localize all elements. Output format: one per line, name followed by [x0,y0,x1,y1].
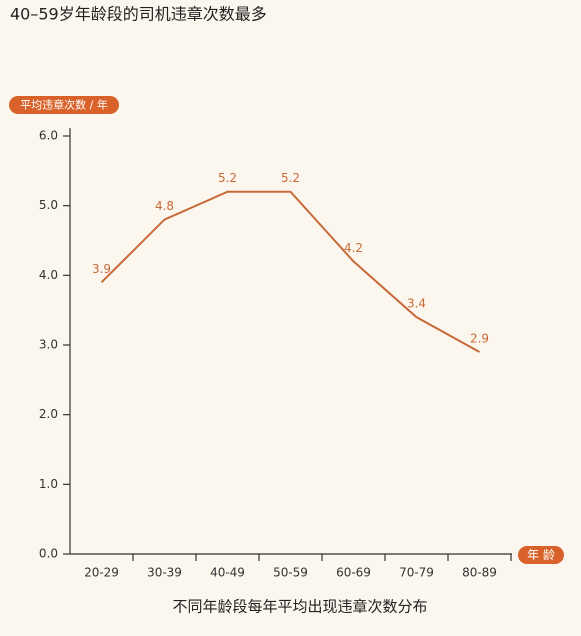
y-tick-label: 6.0 [39,129,58,143]
y-tick-label: 0.0 [39,547,58,561]
y-label-pill [9,96,119,114]
data-label: 3.4 [407,297,426,311]
x-label-pill [518,546,564,564]
x-tick-label: 70-79 [399,566,434,580]
chart-title: 40–59岁年龄段的司机违章次数最多 [10,5,267,24]
x-tick-label: 60-69 [336,566,371,580]
y-tick-label: 3.0 [39,338,58,352]
x-tick-label: 20-29 [84,566,119,580]
y-tick-label: 2.0 [39,407,58,421]
x-axis-label: 年 龄 [527,548,555,562]
y-tick-label: 1.0 [39,477,58,491]
data-label: 5.2 [281,171,300,185]
y-tick-label: 5.0 [39,198,58,212]
caption: 不同年龄段每年平均出现违章次数分布 [172,598,427,616]
y-axis-label: 平均违章次数 / 年 [20,98,108,112]
x-tick-label: 40-49 [210,566,245,580]
y-tick-label: 4.0 [39,268,58,282]
data-label: 4.8 [155,199,174,213]
x-tick-label: 30-39 [147,566,182,580]
data-label: 5.2 [218,171,237,185]
x-tick-label: 50-59 [273,566,308,580]
data-label: 3.9 [92,262,111,276]
line [100,190,480,353]
data-label: 2.9 [470,331,489,345]
x-tick-label: 80-89 [462,566,497,580]
data-label: 4.2 [344,241,363,255]
